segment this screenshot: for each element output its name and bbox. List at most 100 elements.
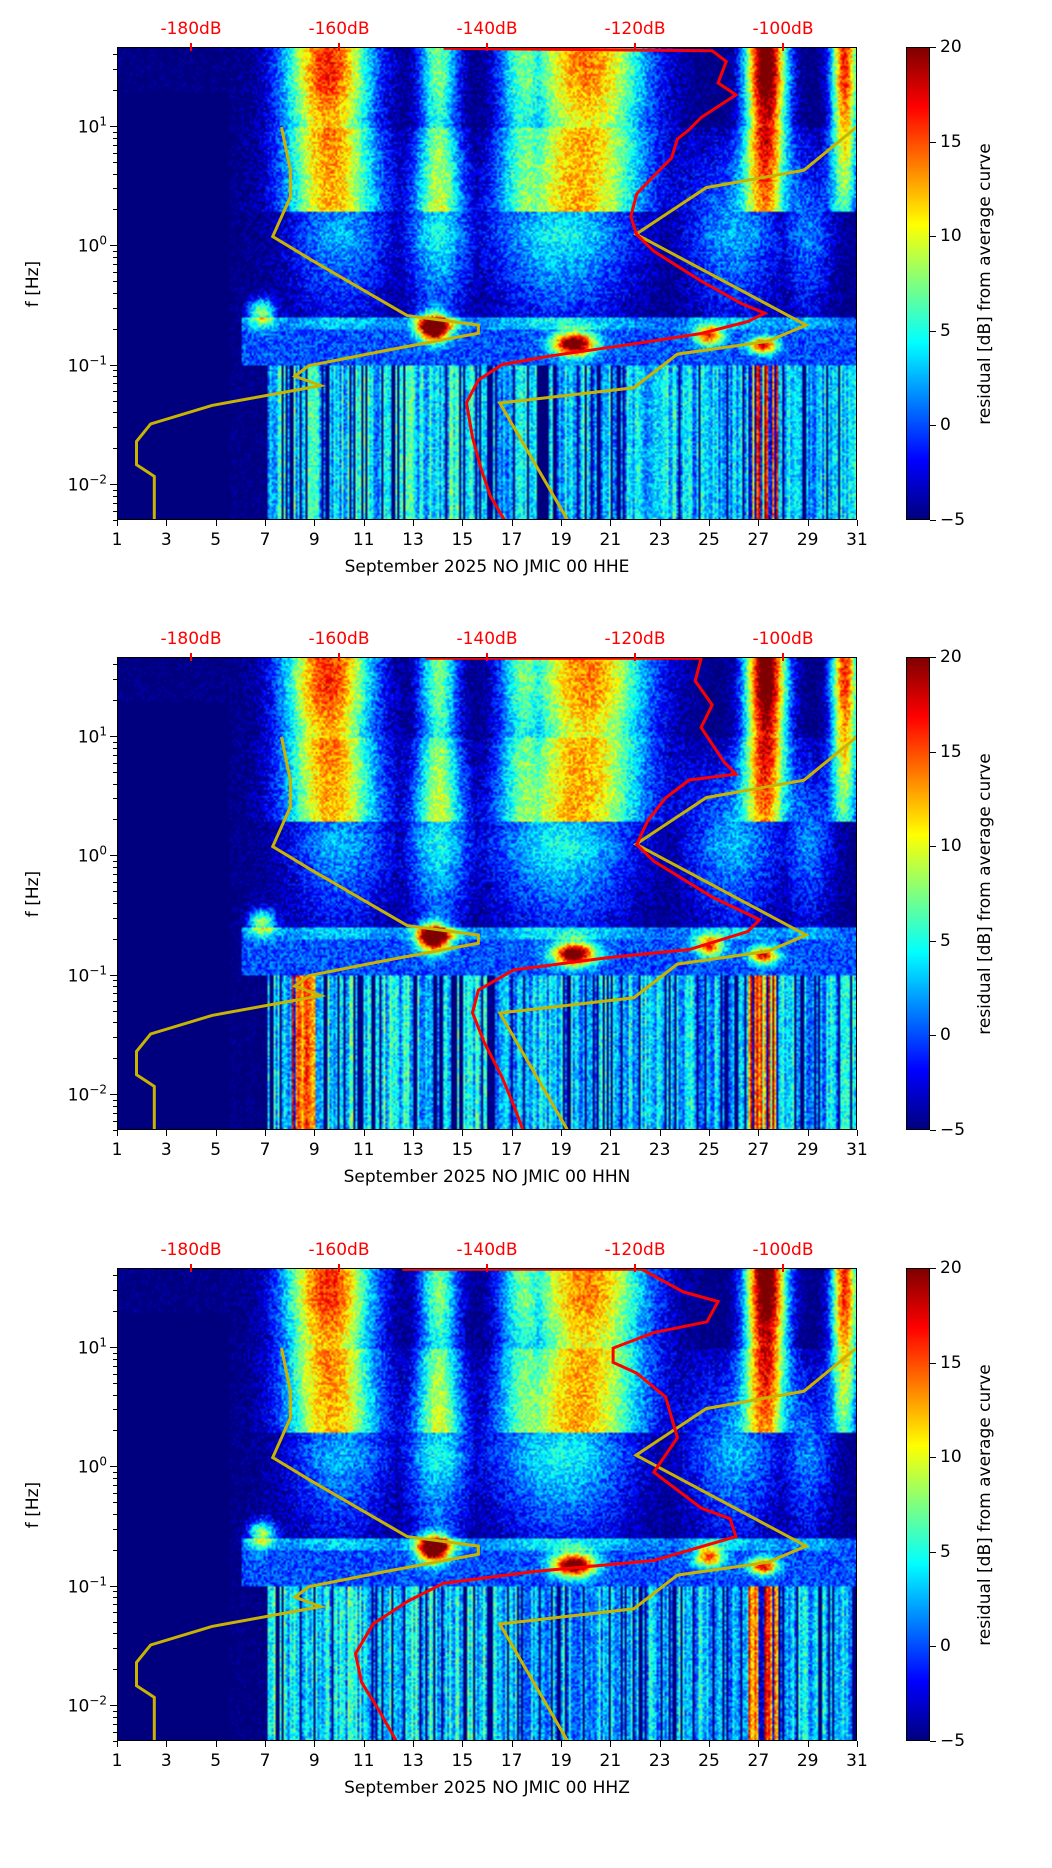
curves-overlay	[135, 1269, 856, 1740]
x-tick-label: 5	[210, 1140, 222, 1160]
y-minor-tick	[113, 1311, 117, 1313]
y-minor-tick	[113, 917, 117, 919]
y-minor-tick	[113, 891, 117, 893]
x-tick-label: 27	[747, 1751, 770, 1771]
y-minor-tick	[113, 510, 117, 512]
y-minor-tick	[113, 495, 117, 497]
x-tick	[314, 1741, 316, 1747]
x-tick	[561, 1130, 562, 1136]
y-minor-tick	[113, 1633, 117, 1635]
plot-area	[117, 657, 857, 1130]
spectrogram-image	[118, 1269, 856, 1740]
top-db-tick-label: -160dB	[308, 19, 370, 39]
y-minor-tick	[113, 370, 117, 372]
colorbar-tick	[930, 1741, 936, 1742]
y-tick-label: 101	[47, 725, 107, 748]
y-tick-exponent: 1	[99, 1335, 107, 1350]
x-tick-label: 1	[111, 1140, 123, 1160]
x-tick	[610, 1741, 612, 1747]
low-noise-model-line	[135, 126, 480, 519]
x-tick-label: 25	[698, 1140, 720, 1160]
x-tick-label: 25	[698, 1751, 720, 1771]
colorbar-tick-label: 5	[940, 930, 951, 951]
x-tick	[166, 520, 168, 526]
colorbar-tick	[930, 751, 936, 753]
top-db-tick-label: -120dB	[604, 19, 666, 39]
colorbar-tick-label: 0	[940, 1636, 951, 1657]
y-minor-tick	[113, 902, 117, 904]
y-minor-tick	[113, 1383, 117, 1384]
colorbar	[906, 1268, 930, 1741]
colorbar-tick-label: 15	[940, 131, 962, 152]
x-tick-label: 27	[747, 530, 770, 550]
y-tick-exponent: −1	[89, 353, 107, 368]
top-db-tick	[190, 1264, 192, 1272]
y-minor-tick	[113, 762, 117, 764]
y-minor-tick	[113, 307, 117, 309]
y-tick	[110, 736, 117, 738]
y-minor-tick	[113, 173, 117, 175]
x-tick-label: 29	[796, 1751, 819, 1771]
y-tick-base: 10	[77, 236, 100, 257]
x-tick	[659, 1130, 661, 1136]
curves-overlay	[135, 658, 856, 1129]
y-tick-base: 10	[67, 1577, 90, 1598]
y-tick-exponent: −2	[89, 1082, 107, 1097]
colorbar-tick	[930, 141, 936, 143]
x-tick-label: 17	[500, 1140, 523, 1160]
top-db-tick-label: -120dB	[604, 629, 666, 649]
median-psd-line	[443, 48, 769, 519]
x-tick	[117, 1741, 118, 1747]
colorbar-tick-label: 0	[940, 1025, 951, 1046]
colorbar-tick	[930, 940, 936, 942]
y-minor-tick	[113, 69, 117, 71]
colorbar-tick	[930, 846, 936, 848]
y-minor-tick	[113, 1099, 117, 1101]
x-tick	[709, 520, 710, 526]
x-tick-label: 3	[160, 1751, 172, 1771]
y-tick	[110, 245, 117, 247]
y-minor-tick	[113, 1112, 117, 1114]
x-tick	[166, 1130, 168, 1136]
colorbar-tick-label: −5	[940, 1120, 966, 1140]
low-noise-model-line	[135, 736, 480, 1129]
y-minor-tick	[113, 1120, 117, 1122]
y-minor-tick	[113, 263, 117, 265]
top-db-tick-label: -100dB	[752, 1240, 814, 1260]
x-tick	[363, 1130, 365, 1136]
x-tick-label: 21	[599, 530, 622, 550]
y-tick-label: 10−1	[47, 353, 107, 376]
y-minor-tick	[113, 1648, 117, 1650]
x-tick-label: 25	[698, 530, 720, 550]
x-tick	[215, 520, 217, 526]
colorbar-label: residual [dB] from average curve	[975, 752, 995, 1035]
x-tick	[265, 1741, 266, 1747]
plot-area	[117, 1268, 857, 1741]
x-tick-label: 19	[550, 1751, 572, 1771]
colorbar-tick-label: −5	[940, 1731, 966, 1751]
y-minor-tick	[113, 860, 117, 862]
x-tick	[758, 1130, 760, 1136]
y-minor-tick	[113, 1022, 117, 1024]
y-minor-tick	[113, 1723, 117, 1725]
x-tick-label: 3	[160, 1140, 172, 1160]
y-minor-tick	[113, 741, 117, 743]
x-tick	[807, 1741, 809, 1747]
x-tick	[610, 1130, 612, 1136]
colorbar-tick	[930, 330, 936, 332]
y-tick-base: 10	[67, 475, 90, 496]
y-minor-tick	[113, 1502, 117, 1504]
spectrogram-panel-2: -180dB -160dB -140dB -120dB -100dB 1 3 5 7 9 11 13 1…	[0, 629, 1052, 1257]
x-tick-label: 11	[352, 1751, 375, 1771]
y-tick-exponent: −2	[89, 1693, 107, 1708]
y-minor-tick	[113, 256, 117, 258]
x-tick-label: 7	[259, 530, 271, 550]
x-tick	[117, 520, 118, 526]
y-minor-tick	[113, 391, 117, 393]
y-minor-tick	[113, 292, 117, 294]
x-tick	[166, 1741, 168, 1747]
y-axis-label: f [Hz]	[23, 260, 44, 307]
y-minor-tick	[113, 1597, 117, 1599]
y-tick	[110, 855, 117, 857]
y-tick-label: 10−1	[47, 963, 107, 986]
